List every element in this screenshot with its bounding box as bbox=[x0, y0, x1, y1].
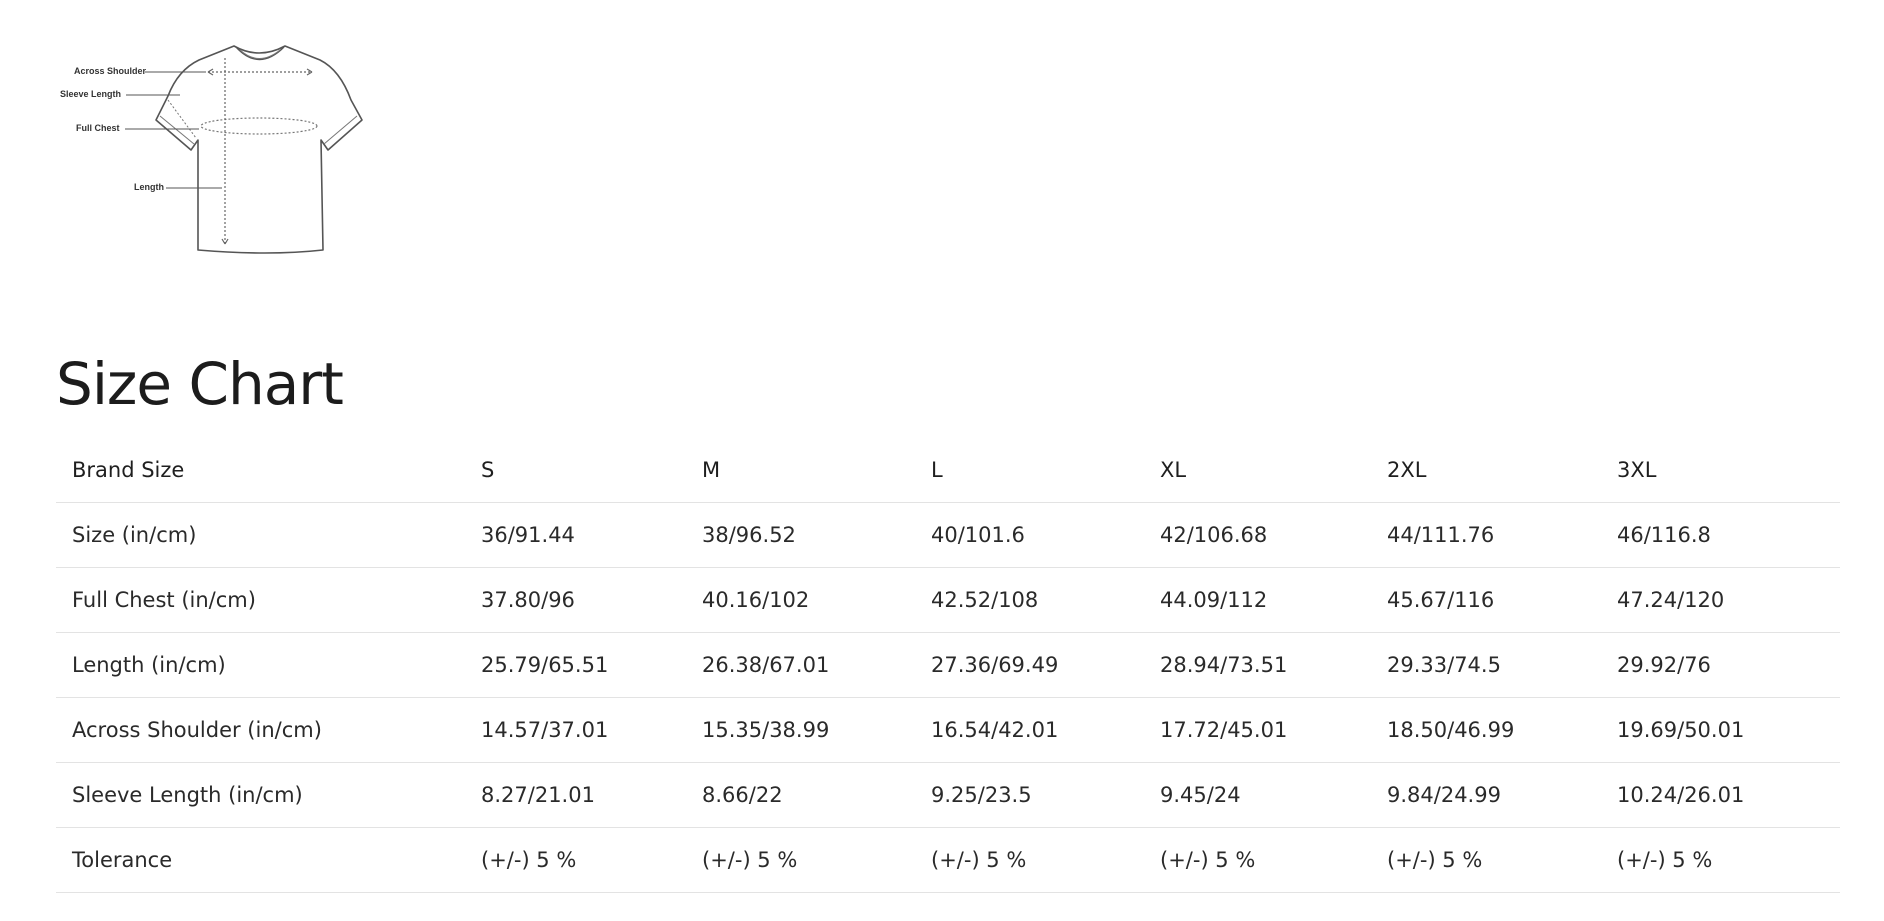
table-cell: 36/91.44 bbox=[481, 502, 702, 568]
header-size-m: M bbox=[702, 438, 931, 503]
table-cell: 42.52/108 bbox=[931, 567, 1160, 633]
table-cell: 38/96.52 bbox=[702, 502, 931, 568]
table-header-row: Brand Size S M L XL 2XL 3XL bbox=[56, 438, 1840, 503]
tshirt-outline-icon bbox=[125, 45, 363, 254]
table-cell: 42/106.68 bbox=[1160, 502, 1387, 568]
header-size-2xl: 2XL bbox=[1387, 438, 1617, 503]
table-cell: 15.35/38.99 bbox=[702, 697, 931, 763]
table-cell: 27.36/69.49 bbox=[931, 632, 1160, 698]
table-cell: 26.38/67.01 bbox=[702, 632, 931, 698]
diagram-label-sleeve-length: Sleeve Length bbox=[60, 89, 122, 99]
table-cell: 29.92/76 bbox=[1617, 632, 1840, 698]
table-cell: 9.45/24 bbox=[1160, 762, 1387, 828]
table-cell: 46/116.8 bbox=[1617, 502, 1840, 568]
header-size-l: L bbox=[931, 438, 1160, 503]
page-title: Size Chart bbox=[56, 350, 344, 418]
table-cell: (+/-) 5 % bbox=[1617, 827, 1840, 893]
table-cell: 8.66/22 bbox=[702, 762, 931, 828]
header-brand-size: Brand Size bbox=[56, 438, 481, 503]
table-cell: 19.69/50.01 bbox=[1617, 697, 1840, 763]
row-label: Size (in/cm) bbox=[56, 502, 481, 568]
table-cell: 9.84/24.99 bbox=[1387, 762, 1617, 828]
table-cell: 25.79/65.51 bbox=[481, 632, 702, 698]
table-row-size: Size (in/cm) 36/91.44 38/96.52 40/101.6 … bbox=[56, 502, 1840, 568]
table-cell: 9.25/23.5 bbox=[931, 762, 1160, 828]
diagram-label-length: Length bbox=[134, 182, 164, 192]
table-cell: 45.67/116 bbox=[1387, 567, 1617, 633]
table-row-length: Length (in/cm) 25.79/65.51 26.38/67.01 2… bbox=[56, 632, 1840, 698]
row-label: Tolerance bbox=[56, 827, 481, 893]
table-cell: 40/101.6 bbox=[931, 502, 1160, 568]
table-cell: 40.16/102 bbox=[702, 567, 931, 633]
table-cell: 44/111.76 bbox=[1387, 502, 1617, 568]
table-cell: (+/-) 5 % bbox=[702, 827, 931, 893]
table-cell: 44.09/112 bbox=[1160, 567, 1387, 633]
table-row-across-shoulder: Across Shoulder (in/cm) 14.57/37.01 15.3… bbox=[56, 697, 1840, 763]
table-row-full-chest: Full Chest (in/cm) 37.80/96 40.16/102 42… bbox=[56, 567, 1840, 633]
row-label: Full Chest (in/cm) bbox=[56, 567, 481, 633]
tshirt-measurement-diagram: Across Shoulder Sleeve Length Full Chest… bbox=[56, 38, 376, 263]
table-cell: 10.24/26.01 bbox=[1617, 762, 1840, 828]
table-cell: 29.33/74.5 bbox=[1387, 632, 1617, 698]
table-cell: 8.27/21.01 bbox=[481, 762, 702, 828]
row-label: Sleeve Length (in/cm) bbox=[56, 762, 481, 828]
table-cell: (+/-) 5 % bbox=[931, 827, 1160, 893]
table-cell: (+/-) 5 % bbox=[481, 827, 702, 893]
table-cell: 17.72/45.01 bbox=[1160, 697, 1387, 763]
header-size-3xl: 3XL bbox=[1617, 438, 1840, 503]
table-cell: (+/-) 5 % bbox=[1387, 827, 1617, 893]
table-row-tolerance: Tolerance (+/-) 5 % (+/-) 5 % (+/-) 5 % … bbox=[56, 827, 1840, 893]
row-label: Length (in/cm) bbox=[56, 632, 481, 698]
table-cell: 18.50/46.99 bbox=[1387, 697, 1617, 763]
header-size-xl: XL bbox=[1160, 438, 1387, 503]
table-cell: 37.80/96 bbox=[481, 567, 702, 633]
header-size-s: S bbox=[481, 438, 702, 503]
table-cell: (+/-) 5 % bbox=[1160, 827, 1387, 893]
diagram-label-across-shoulder: Across Shoulder bbox=[74, 66, 147, 76]
table-row-sleeve-length: Sleeve Length (in/cm) 8.27/21.01 8.66/22… bbox=[56, 762, 1840, 828]
table-cell: 14.57/37.01 bbox=[481, 697, 702, 763]
table-cell: 16.54/42.01 bbox=[931, 697, 1160, 763]
diagram-label-full-chest: Full Chest bbox=[76, 123, 120, 133]
row-label: Across Shoulder (in/cm) bbox=[56, 697, 481, 763]
size-chart-table: Brand Size S M L XL 2XL 3XL Size (in/cm)… bbox=[56, 438, 1840, 893]
table-cell: 47.24/120 bbox=[1617, 567, 1840, 633]
table-cell: 28.94/73.51 bbox=[1160, 632, 1387, 698]
